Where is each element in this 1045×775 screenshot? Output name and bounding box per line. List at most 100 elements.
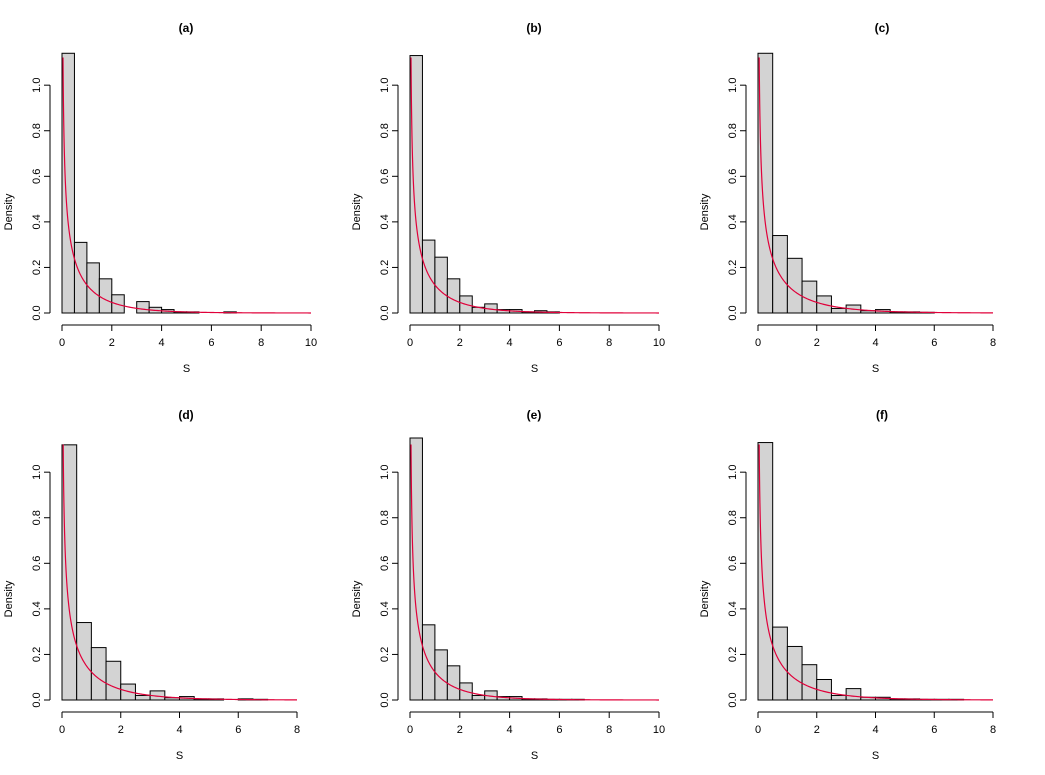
y-axis-label: Density: [699, 580, 711, 617]
histogram-bar: [434, 256, 448, 314]
histogram-bar: [421, 239, 436, 314]
x-tick-label: 0: [755, 724, 761, 736]
y-tick-label: 0.8: [379, 123, 391, 138]
x-tick-label: 0: [755, 337, 761, 349]
chart-title: (b): [526, 21, 541, 35]
x-tick-label: 2: [457, 337, 463, 349]
y-tick-label: 1.0: [727, 78, 739, 93]
y-tick-label: 0.0: [727, 692, 739, 707]
chart-title: (c): [875, 21, 890, 35]
y-tick-label: 0.0: [379, 305, 391, 320]
y-tick-label: 0.0: [31, 692, 43, 707]
chart-title: (d): [178, 408, 193, 422]
chart-title: (e): [527, 408, 542, 422]
chart-panel: (b) 0 2 4 6 8 10 S 0.0 0.2 0.4 0.6 0.8 1.0 Density: [351, 21, 665, 375]
histogram-bar: [757, 442, 774, 701]
histogram-bar: [446, 665, 461, 701]
x-tick-label: 0: [59, 724, 65, 736]
x-tick-label: 8: [990, 724, 996, 736]
y-tick-label: 0.8: [727, 123, 739, 138]
y-tick-label: 1.0: [31, 465, 43, 480]
y-tick-label: 0.2: [727, 260, 739, 275]
y-tick-label: 0.0: [31, 305, 43, 320]
x-tick-label: 8: [990, 337, 996, 349]
chart-panel: (a) 0 2 4 6 8 10 S 0.0 0.2 0.4 0.6 0.8 1.0 Density: [3, 21, 317, 375]
x-tick-label: 2: [814, 337, 820, 349]
x-tick-label: 2: [814, 724, 820, 736]
y-tick-label: 0.8: [727, 510, 739, 525]
y-tick-label: 0.6: [379, 556, 391, 571]
chart-panel: (d) 0 2 4 6 8 S 0.0 0.2 0.4 0.6 0.8 1.0 Density: [3, 408, 300, 762]
y-tick-label: 0.2: [379, 260, 391, 275]
y-tick-label: 0.0: [379, 692, 391, 707]
x-tick-label: 8: [294, 724, 300, 736]
x-tick-label: 4: [176, 724, 182, 736]
x-axis-label: S: [531, 750, 538, 762]
histogram-bar: [801, 664, 818, 701]
y-tick-label: 0.4: [379, 601, 391, 616]
x-axis-label: S: [176, 750, 183, 762]
x-tick-label: 4: [159, 337, 165, 349]
histogram-bar: [830, 694, 847, 701]
y-axis-label: Density: [3, 193, 15, 230]
chart-title: (f): [876, 408, 888, 422]
x-tick-label: 6: [556, 337, 562, 349]
histogram-bar: [134, 694, 151, 701]
density-curve: [62, 444, 298, 701]
x-tick-label: 4: [872, 337, 878, 349]
x-tick-label: 0: [59, 337, 65, 349]
y-tick-label: 0.6: [31, 556, 43, 571]
x-tick-label: 2: [457, 724, 463, 736]
y-tick-label: 0.0: [727, 305, 739, 320]
x-tick-label: 2: [109, 337, 115, 349]
x-tick-label: 10: [653, 337, 665, 349]
density-curve: [410, 444, 659, 701]
y-tick-label: 0.6: [727, 169, 739, 184]
y-axis-label: Density: [3, 580, 15, 617]
y-tick-label: 0.4: [727, 601, 739, 616]
chart-panel: (f) 0 2 4 6 8 S 0.0 0.2 0.4 0.6 0.8 1.0 Density: [699, 408, 996, 762]
y-tick-label: 1.0: [727, 465, 739, 480]
histogram-bar: [446, 278, 461, 314]
y-tick-label: 0.4: [379, 214, 391, 229]
x-axis-label: S: [183, 363, 190, 375]
x-tick-label: 0: [407, 337, 413, 349]
y-axis-label: Density: [351, 193, 363, 230]
y-axis-label: Density: [699, 193, 711, 230]
histogram-bar: [61, 444, 78, 701]
x-axis-label: S: [872, 750, 879, 762]
y-tick-label: 0.6: [379, 169, 391, 184]
y-tick-label: 1.0: [379, 78, 391, 93]
x-tick-label: 0: [407, 724, 413, 736]
density-curve: [410, 57, 659, 314]
histogram-bar: [409, 55, 423, 314]
histogram-bar: [786, 645, 803, 701]
histogram-bar: [471, 694, 486, 701]
x-tick-label: 8: [606, 337, 612, 349]
x-tick-label: 10: [305, 337, 317, 349]
y-tick-label: 0.4: [31, 601, 43, 616]
x-tick-label: 6: [208, 337, 214, 349]
x-tick-label: 6: [931, 724, 937, 736]
histogram-bar: [98, 278, 113, 314]
y-tick-label: 0.6: [727, 556, 739, 571]
histogram-bar: [845, 688, 862, 701]
density-curve: [62, 57, 311, 314]
y-tick-label: 0.4: [727, 214, 739, 229]
density-curve: [758, 444, 994, 701]
histogram-bar: [757, 52, 774, 314]
y-axis-label: Density: [351, 580, 363, 617]
y-tick-label: 0.2: [31, 647, 43, 662]
y-tick-label: 0.6: [31, 169, 43, 184]
x-tick-label: 6: [556, 724, 562, 736]
y-tick-label: 1.0: [31, 78, 43, 93]
x-axis-label: S: [872, 363, 879, 375]
histogram-bar: [786, 257, 803, 314]
histogram-bar: [73, 241, 88, 314]
x-tick-label: 10: [653, 724, 665, 736]
y-tick-label: 0.8: [379, 510, 391, 525]
y-tick-label: 0.8: [31, 510, 43, 525]
y-tick-label: 1.0: [379, 465, 391, 480]
histogram-bar: [830, 307, 847, 314]
